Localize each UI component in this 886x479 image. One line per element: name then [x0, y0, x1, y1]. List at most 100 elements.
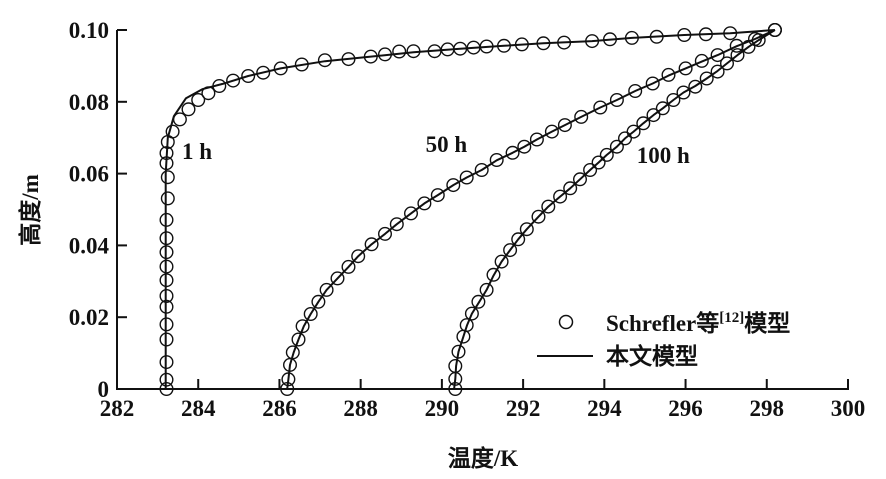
reference-point	[448, 382, 463, 397]
reference-point	[446, 178, 461, 193]
reference-point	[294, 57, 309, 72]
curve-label: 50 h	[426, 132, 468, 157]
reference-point	[511, 232, 526, 247]
reference-point	[392, 44, 407, 59]
reference-point	[710, 64, 725, 79]
reference-point	[341, 52, 356, 67]
reference-point	[453, 41, 468, 56]
reference-point	[191, 92, 206, 107]
reference-point	[226, 73, 241, 88]
reference-point	[609, 92, 624, 107]
series-100h	[448, 23, 782, 397]
reference-point	[489, 152, 504, 167]
y-tick-label: 0.02	[69, 305, 109, 330]
reference-point	[557, 118, 572, 133]
reference-point	[730, 48, 745, 63]
reference-point	[159, 273, 174, 288]
reference-point	[351, 249, 366, 264]
reference-point	[628, 83, 643, 98]
reference-point	[553, 189, 568, 204]
reference-point	[181, 102, 196, 117]
reference-point	[448, 359, 463, 374]
x-tick-label: 284	[181, 396, 216, 421]
reference-point	[741, 39, 756, 54]
reference-point	[330, 271, 345, 286]
reference-point	[529, 132, 544, 147]
reference-point	[609, 139, 624, 154]
reference-point	[626, 124, 641, 139]
y-tick-label: 0.08	[69, 90, 109, 115]
reference-point	[505, 145, 520, 160]
reference-point	[710, 48, 725, 63]
reference-point	[751, 33, 766, 48]
reference-point	[159, 299, 174, 314]
reference-point	[655, 101, 670, 116]
y-tick-label: 0.06	[69, 162, 109, 187]
reference-point	[159, 146, 174, 161]
legend-marker-circle	[558, 314, 574, 330]
x-tick-label: 292	[506, 396, 541, 421]
reference-point	[544, 124, 559, 139]
reference-point	[291, 332, 306, 347]
reference-point	[536, 36, 551, 51]
reference-point	[593, 100, 608, 115]
reference-point	[514, 37, 529, 52]
reference-point	[699, 71, 714, 86]
reference-point	[573, 172, 588, 187]
x-tick-label: 300	[831, 396, 866, 421]
model-line	[164, 29, 775, 389]
reference-point	[285, 345, 300, 360]
series-1h	[159, 23, 782, 397]
reference-point	[599, 147, 614, 162]
reference-point	[159, 372, 174, 387]
reference-point	[464, 306, 479, 321]
reference-point	[503, 243, 518, 258]
reference-point	[165, 124, 180, 139]
reference-point	[624, 30, 639, 45]
y-tick-label: 0.10	[69, 18, 109, 43]
reference-point	[159, 382, 174, 397]
reference-point	[281, 372, 296, 387]
reference-point	[451, 344, 466, 359]
legend: Schrefler等[12]模型 本文模型	[537, 310, 790, 369]
reference-point	[241, 68, 256, 83]
reference-point	[720, 56, 735, 71]
reference-point	[303, 307, 318, 322]
reference-point	[479, 282, 494, 297]
reference-point	[159, 156, 174, 171]
reference-point	[591, 155, 606, 170]
y-axis-title: 高度/m	[17, 174, 43, 246]
series-50h	[280, 23, 782, 397]
reference-point	[159, 259, 174, 274]
reference-point	[723, 26, 738, 41]
reference-point	[583, 162, 598, 177]
x-tick-label: 286	[262, 396, 297, 421]
reference-point	[479, 39, 494, 54]
reference-point	[430, 188, 445, 203]
x-tick-label: 294	[587, 396, 622, 421]
reference-point	[459, 170, 474, 185]
legend-markers-label: Schrefler等[12]模型	[606, 310, 790, 336]
reference-point	[159, 289, 174, 304]
y-tick-label: 0.04	[69, 233, 110, 258]
reference-point	[574, 109, 589, 124]
reference-point	[517, 139, 532, 154]
reference-point	[160, 191, 175, 206]
reference-point	[698, 27, 713, 42]
y-tick-label: 0	[98, 377, 110, 402]
reference-point	[459, 318, 474, 333]
reference-point	[677, 28, 692, 43]
reference-point	[676, 85, 691, 100]
reference-point	[364, 237, 379, 252]
x-tick-label: 298	[750, 396, 785, 421]
reference-point	[159, 231, 174, 246]
reference-point	[295, 319, 310, 334]
curve-label: 1 h	[182, 139, 212, 164]
x-tick-label: 290	[425, 396, 460, 421]
reference-point	[563, 181, 578, 196]
reference-point	[688, 79, 703, 94]
reference-point	[585, 34, 600, 49]
reference-point	[678, 61, 693, 76]
reference-point	[649, 29, 664, 44]
